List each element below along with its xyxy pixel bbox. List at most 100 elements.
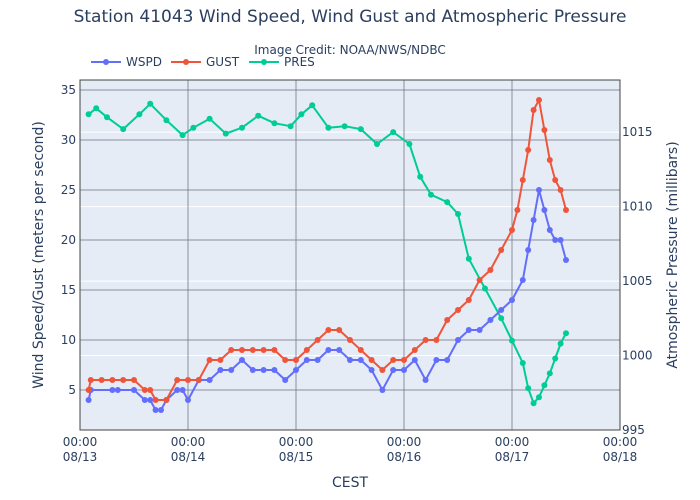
data-point-pres: [482, 286, 488, 292]
data-point-gust: [336, 327, 342, 333]
legend-label-wspd: WSPD: [126, 55, 162, 69]
legend-item-gust[interactable]: GUST: [171, 55, 240, 69]
data-point-gust: [509, 227, 515, 233]
data-point-wspd: [293, 367, 299, 373]
data-point-pres: [428, 192, 434, 198]
data-point-gust: [358, 347, 364, 353]
data-point-wspd: [541, 207, 547, 213]
data-point-wspd: [412, 357, 418, 363]
data-point-wspd: [369, 367, 375, 373]
data-point-pres: [455, 211, 461, 217]
data-point-gust: [390, 357, 396, 363]
data-point-gust: [304, 347, 310, 353]
legend-label-gust: GUST: [206, 55, 240, 69]
data-point-gust: [109, 377, 115, 383]
chart-title: Station 41043 Wind Speed, Wind Gust and …: [74, 7, 627, 27]
y2-tick-label: 1005: [622, 274, 653, 288]
data-point-pres: [223, 131, 229, 137]
legend-marker-pres: [261, 59, 267, 65]
data-point-wspd: [466, 327, 472, 333]
data-point-gust: [401, 357, 407, 363]
data-point-wspd: [158, 407, 164, 413]
data-point-wspd: [487, 317, 493, 323]
data-point-pres: [552, 356, 558, 362]
data-point-wspd: [531, 217, 537, 223]
data-point-wspd: [174, 387, 180, 393]
data-point-gust: [142, 387, 148, 393]
data-point-wspd: [336, 347, 342, 353]
data-point-pres: [444, 199, 450, 205]
data-point-gust: [552, 177, 558, 183]
data-point-pres: [86, 111, 92, 117]
data-point-gust: [433, 337, 439, 343]
data-point-gust: [120, 377, 126, 383]
data-point-pres: [104, 114, 110, 120]
data-point-gust: [196, 377, 202, 383]
data-point-gust: [444, 317, 450, 323]
data-point-pres: [190, 125, 196, 131]
data-point-pres: [298, 111, 304, 117]
data-point-pres: [309, 102, 315, 108]
data-point-gust: [563, 207, 569, 213]
data-point-pres: [536, 394, 542, 400]
y-tick-label: 25: [61, 183, 76, 197]
data-point-gust: [185, 377, 191, 383]
data-point-gust: [347, 337, 353, 343]
legend-marker-wspd: [103, 59, 109, 65]
y-axis-title: Wind Speed/Gust (meters per second): [31, 121, 47, 389]
data-point-wspd: [115, 387, 121, 393]
data-point-gust: [514, 207, 520, 213]
legend[interactable]: WSPD GUST PRES: [91, 55, 315, 69]
data-point-gust: [99, 377, 105, 383]
data-point-pres: [390, 129, 396, 135]
x-tick-time: 00:00: [171, 435, 206, 449]
data-point-wspd: [180, 387, 186, 393]
data-point-wspd: [498, 307, 504, 313]
data-point-pres: [520, 360, 526, 366]
data-point-wspd: [558, 237, 564, 243]
data-point-wspd: [153, 407, 159, 413]
data-point-wspd: [563, 257, 569, 263]
data-point-gust: [325, 327, 331, 333]
data-point-pres: [509, 338, 515, 344]
data-point-pres: [342, 123, 348, 129]
data-point-pres: [93, 105, 99, 111]
data-point-wspd: [390, 367, 396, 373]
data-point-gust: [315, 337, 321, 343]
data-point-gust: [174, 377, 180, 383]
data-point-gust: [558, 187, 564, 193]
data-point-gust: [520, 177, 526, 183]
legend-item-wspd[interactable]: WSPD: [91, 55, 162, 69]
data-point-wspd: [239, 357, 245, 363]
legend-item-pres[interactable]: PRES: [249, 55, 315, 69]
x-tick-date: 08/13: [63, 450, 98, 464]
y2-tick-label: 1000: [622, 349, 653, 363]
data-point-wspd: [444, 357, 450, 363]
y2-tick-label: 1010: [622, 200, 653, 214]
data-point-wspd: [477, 327, 483, 333]
data-point-pres: [255, 113, 261, 119]
x-tick-time: 00:00: [603, 435, 638, 449]
data-point-pres: [374, 141, 380, 147]
x-tick-time: 00:00: [63, 435, 98, 449]
data-point-gust: [228, 347, 234, 353]
data-point-wspd: [228, 367, 234, 373]
data-point-gust: [536, 97, 542, 103]
x-tick-date: 08/18: [603, 450, 638, 464]
data-point-pres: [288, 123, 294, 129]
data-point-wspd: [207, 377, 213, 383]
legend-marker-gust: [183, 59, 189, 65]
data-point-wspd: [525, 247, 531, 253]
y-tick-label: 15: [61, 283, 76, 297]
data-point-gust: [217, 357, 223, 363]
data-point-gust: [147, 387, 153, 393]
data-point-gust: [541, 127, 547, 133]
data-point-wspd: [304, 357, 310, 363]
data-point-wspd: [536, 187, 542, 193]
data-point-wspd: [423, 377, 429, 383]
data-point-wspd: [547, 227, 553, 233]
data-point-gust: [163, 397, 169, 403]
data-point-pres: [358, 126, 364, 132]
data-point-pres: [466, 256, 472, 262]
